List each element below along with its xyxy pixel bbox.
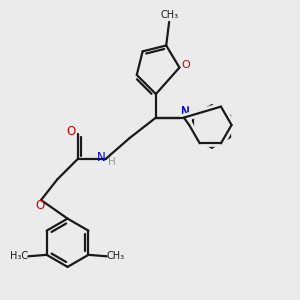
Text: CH₃: CH₃ [106,251,124,261]
Text: H₃C: H₃C [10,251,28,261]
Text: N: N [97,151,106,164]
Text: O: O [67,125,76,138]
Text: N: N [181,105,190,118]
Text: N: N [181,106,190,119]
Text: O: O [182,60,190,70]
Text: CH₃: CH₃ [160,11,178,20]
Text: H: H [108,158,116,167]
Text: O: O [35,199,44,212]
